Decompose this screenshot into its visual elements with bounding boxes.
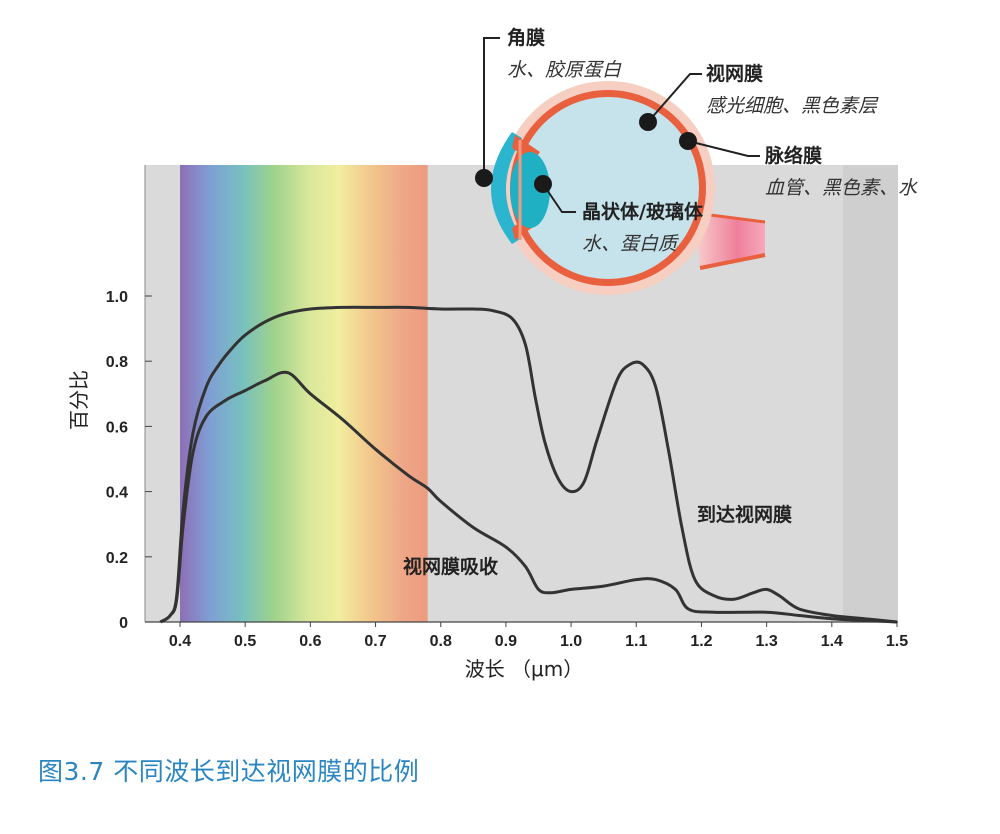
cornea (491, 132, 522, 244)
x-tick-label: 0.8 (430, 633, 452, 650)
x-tick-label: 1.3 (756, 633, 778, 650)
y-tick-label: 0.4 (106, 485, 128, 502)
optic-nerve-edge (699, 253, 766, 270)
x-tick-label: 0.4 (169, 633, 191, 650)
x-tick-label: 1.1 (625, 633, 647, 650)
cornea-dot (475, 169, 493, 187)
x-tick-label: 0.9 (495, 633, 517, 650)
retina-dot (639, 113, 657, 131)
retina-title: 视网膜 (706, 62, 763, 85)
visible-spectrum-band (180, 165, 428, 622)
x-ticks: 0.4 0.5 0.6 0.7 0.8 0.9 1.0 1.1 1.2 1.3 1.4 1.5 (169, 622, 908, 650)
cornea-leader (483, 37, 500, 178)
series-label-reach-retina: 到达视网膜 (697, 503, 792, 526)
retina-subtitle: 感光细胞、黑色素层 (706, 95, 879, 117)
y-tick-label: 0.2 (106, 550, 128, 567)
x-tick-label: 0.5 (234, 633, 256, 650)
series-line-retina-absorb (159, 370, 898, 624)
eye-illustration (491, 81, 766, 295)
x-tick-label: 1.0 (560, 633, 582, 650)
choroid-leader (687, 140, 760, 157)
lens-subtitle: 水、蛋白质 (582, 233, 680, 255)
x-axis-title: 波长 （μm） (465, 657, 584, 681)
series-line-reach-retina (159, 305, 898, 624)
y-axis-title: 百分比 (67, 370, 91, 430)
lens-leader (542, 183, 576, 213)
series-lines (159, 305, 898, 624)
y-tick-label: 0 (119, 615, 128, 632)
y-tick-label: 0.6 (106, 419, 128, 436)
y-ticks: 0 0.2 0.4 0.6 0.8 1.0 (106, 289, 152, 632)
lens-title: 晶状体/玻璃体 (582, 200, 704, 223)
x-tick-label: 1.2 (690, 633, 712, 650)
lens-dot (534, 175, 552, 193)
cornea-subtitle: 水、胶原蛋白 (507, 59, 622, 81)
vitreous (517, 97, 699, 279)
x-tick-label: 1.5 (886, 633, 908, 650)
optic-nerve (695, 213, 765, 268)
choroid-subtitle: 血管、黑色素、水 (765, 177, 918, 199)
plot-right-shade (843, 165, 898, 622)
x-tick-label: 0.6 (299, 633, 321, 650)
choroid-dot (679, 132, 697, 150)
cornea-title: 角膜 (507, 26, 545, 49)
y-tick-label: 1.0 (106, 289, 128, 306)
choroid-title: 脉络膜 (764, 144, 822, 167)
retina-leader (647, 73, 702, 123)
series-label-retina-absorb: 视网膜吸收 (403, 555, 498, 578)
x-tick-label: 1.4 (821, 633, 843, 650)
x-tick-label: 0.7 (364, 633, 386, 650)
figure-caption: 图3.7 不同波长到达视网膜的比例 (38, 757, 420, 786)
y-tick-label: 0.8 (106, 354, 128, 371)
